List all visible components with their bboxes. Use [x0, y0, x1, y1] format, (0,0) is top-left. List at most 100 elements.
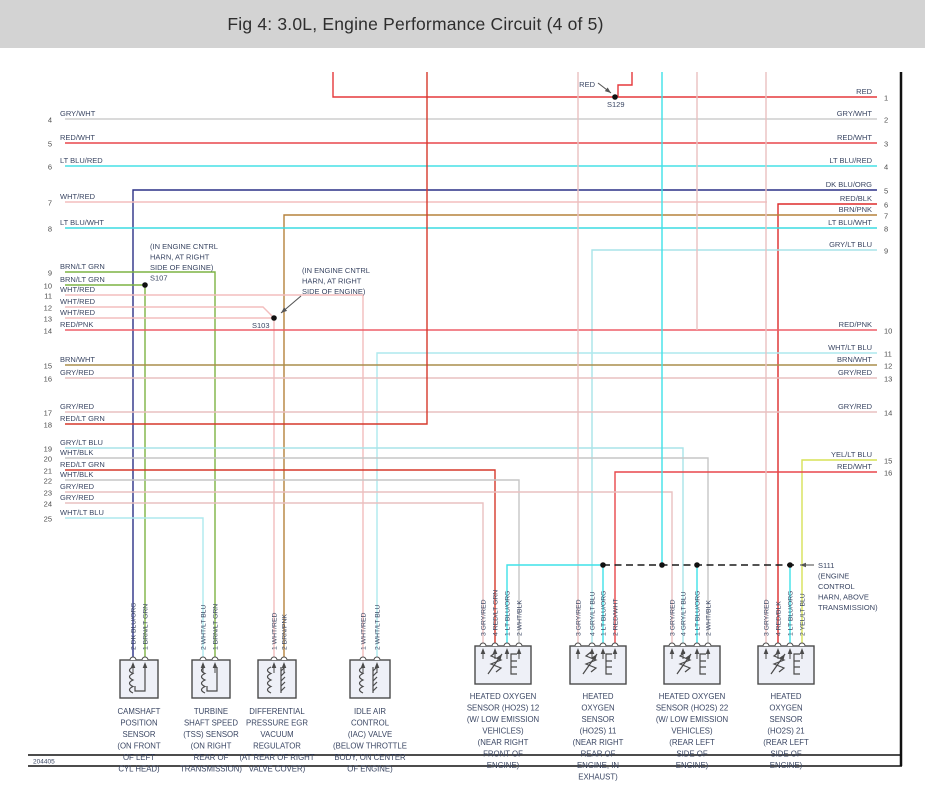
ho2s-12-pin-label: 1 LT BLU/ORG	[505, 591, 512, 636]
arrowhead	[130, 662, 136, 668]
splice-dot	[271, 315, 277, 321]
splice-dot	[694, 562, 700, 568]
iac-valve-pin-label: 2 WHT/LT BLU	[375, 604, 382, 650]
coil-symbol	[128, 666, 135, 694]
egr-vacuum-regulator-pin-notch	[280, 656, 288, 661]
s103-note: (IN ENGINE CNTRL	[302, 266, 370, 275]
camshaft-position-sensor-pin-label: 2 DK BLU/ORG	[131, 602, 138, 650]
ho2s-22-pin-label: 1 LT BLU/ORG	[695, 591, 702, 636]
arrowhead	[516, 648, 522, 654]
arrowhead	[694, 648, 700, 654]
left-terminal-number: 15	[44, 362, 52, 371]
wire-wht-red	[65, 306, 275, 319]
wire-red	[332, 72, 877, 98]
ho2s-12-pin-label: 2 WHT/BLK	[517, 600, 524, 636]
right-wire-label: RED	[856, 87, 872, 96]
tss-sensor-pin-label: 2 WHT/LT BLU	[201, 604, 208, 650]
arrowhead	[480, 648, 486, 654]
ho2s-11-caption: HEATED	[582, 692, 613, 701]
left-wire-label: RED/PNK	[60, 320, 93, 329]
camshaft-position-sensor-pin-notch	[129, 656, 137, 661]
core-hatch	[280, 676, 286, 682]
iac-valve-caption: (BELOW THROTTLE	[333, 742, 407, 751]
iac-valve-caption: CONTROL	[351, 719, 390, 728]
left-wire-label: RED/LT GRN	[60, 460, 105, 469]
left-terminal-number: 9	[48, 269, 52, 278]
coil-symbol	[266, 666, 273, 694]
right-terminal-number: 2	[884, 116, 888, 125]
arrowhead	[669, 648, 675, 654]
core-hatch	[280, 686, 286, 692]
egr-vacuum-regulator-caption: PRESSURE EGR	[246, 719, 308, 728]
s107-note: HARN, AT RIGHT	[150, 253, 210, 262]
camshaft-position-sensor-caption: CYL HEAD)	[118, 765, 160, 774]
egr-vacuum-regulator-caption: (AT REAR OF RIGHT	[239, 753, 314, 762]
iac-valve-pin-notch	[359, 656, 367, 661]
camshaft-position-sensor-caption: OF LEFT	[123, 753, 155, 762]
ho2s-21-caption: (REAR LEFT	[763, 738, 809, 747]
left-terminal-number: 8	[48, 225, 52, 234]
s111-note: CONTROL	[818, 582, 855, 591]
ho2s-11-caption: EXHAUST)	[578, 773, 618, 782]
ho2s-22-caption: VEHICLES)	[671, 727, 713, 736]
ho2s-21-caption: HEATED	[770, 692, 801, 701]
ho2s-21-pin-label: 3 GRY/RED	[764, 599, 771, 636]
ho2s-22-caption: HEATED OXYGEN	[659, 692, 726, 701]
ho2s-11-pin-label: 4 GRY/LT BLU	[590, 591, 597, 636]
wire-yel-lt-blu	[801, 459, 877, 646]
ho2s-12-pin-label: 4 RED/LT GRN	[493, 590, 500, 636]
iac-valve-caption: (IAC) VALVE	[348, 730, 392, 739]
tss-sensor-pin-notch	[199, 656, 207, 661]
camshaft-position-sensor-caption: CAMSHAFT	[118, 707, 161, 716]
ho2s-11-caption: SENSOR	[582, 715, 615, 724]
wire-gry-red	[65, 491, 673, 646]
ho2s-22-caption: (W/ LOW EMISSION	[656, 715, 728, 724]
s103-label: S103	[252, 321, 270, 330]
arrowhead	[705, 648, 711, 654]
arrowhead	[600, 648, 606, 654]
wire-gry-lt-blu	[65, 447, 684, 646]
arrowhead	[779, 654, 785, 661]
arrowhead	[271, 662, 277, 668]
ho2s-11-pin-label: 2 RED/WHT	[613, 599, 620, 636]
arrowhead	[612, 648, 618, 654]
left-terminal-number: 10	[44, 282, 52, 291]
left-wire-label: LT BLU/WHT	[60, 218, 104, 227]
left-wire-label: WHT/BLK	[60, 470, 93, 479]
iac-valve-box	[349, 659, 391, 699]
ho2s-21-caption: ENGINE)	[770, 761, 803, 770]
ho2s-22-pin-label: 3 GRY/RED	[670, 599, 677, 636]
right-wire-label: RED/PNK	[839, 320, 872, 329]
tss-sensor-caption: (TSS) SENSOR	[183, 730, 239, 739]
right-wire-label: DK BLU/ORG	[826, 180, 872, 189]
coil-symbol	[200, 666, 207, 694]
arrowhead	[787, 648, 793, 654]
left-terminal-number: 19	[44, 445, 52, 454]
left-wire-label: WHT/RED	[60, 285, 96, 294]
wire-wht-lt-blu	[376, 352, 877, 660]
heater-element	[699, 653, 706, 675]
core-hatch	[372, 681, 378, 687]
right-terminal-number: 11	[884, 350, 892, 359]
wire-red-blk	[777, 203, 877, 646]
s103-note: HARN, AT RIGHT	[302, 277, 362, 286]
left-wire-label: WHT/RED	[60, 308, 96, 317]
left-terminal-number: 17	[44, 409, 52, 418]
s129-wire-label: RED	[579, 80, 595, 89]
iac-valve-caption: IDLE AIR	[354, 707, 386, 716]
right-terminal-number: 10	[884, 327, 892, 336]
left-wire-label: RED/LT GRN	[60, 414, 105, 423]
ho2s-11-pin-notch	[588, 642, 596, 647]
left-terminal-number: 18	[44, 421, 52, 430]
left-terminal-number: 14	[44, 327, 52, 336]
ho2s-12-caption: VEHICLES)	[482, 727, 524, 736]
ho2s-12-caption: (W/ LOW EMISSION	[467, 715, 539, 724]
splice-dot	[142, 282, 148, 288]
ho2s-21-pin-notch	[786, 642, 794, 647]
right-terminal-number: 13	[884, 375, 892, 384]
arrowhead	[604, 87, 611, 93]
right-wire-label: BRN/WHT	[837, 355, 872, 364]
core-hatch	[372, 666, 378, 672]
ho2s-22-pin-label: 2 WHT/BLK	[706, 600, 713, 636]
left-terminal-number: 13	[44, 315, 52, 324]
